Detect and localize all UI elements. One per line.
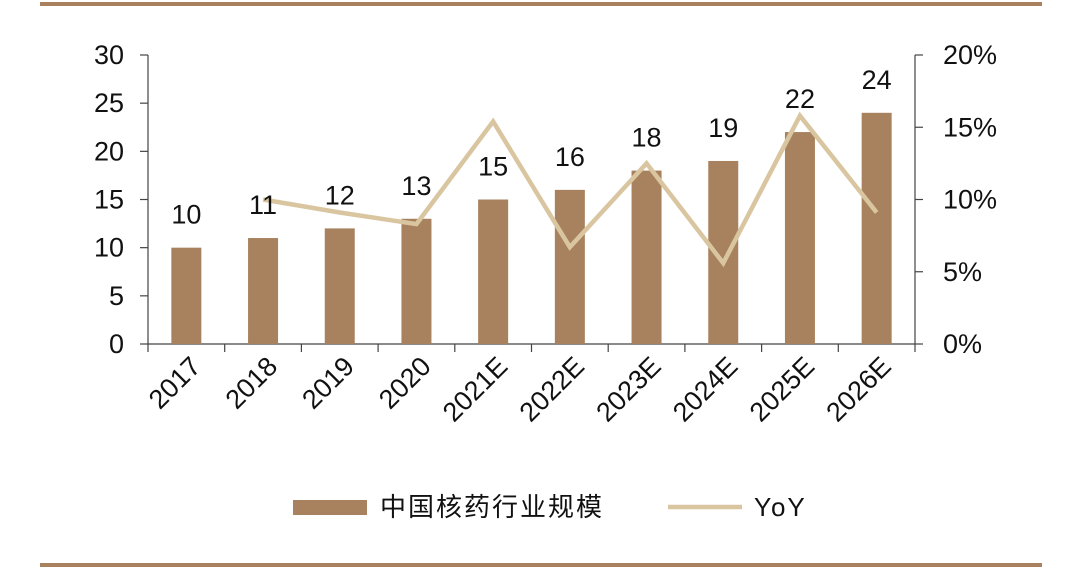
bar xyxy=(861,112,892,344)
bar-data-label: 11 xyxy=(249,190,277,220)
left-y-tick-label: 0 xyxy=(109,329,124,359)
bar xyxy=(478,199,509,344)
x-tick-label: 2025E xyxy=(744,351,820,427)
bar xyxy=(784,132,815,344)
bar xyxy=(554,189,585,344)
x-tick-label: 2019 xyxy=(296,351,360,415)
right-y-tick-label: 15% xyxy=(943,112,997,142)
left-y-tick-label: 15 xyxy=(94,185,124,215)
legend-swatch-bar xyxy=(293,500,367,515)
bar xyxy=(171,247,202,344)
yoy-line-layer xyxy=(262,111,879,268)
x-tick-label: 2024E xyxy=(667,351,743,427)
x-tick-label: 2018 xyxy=(220,351,284,415)
data-labels: 10 11 12 13 15 16 18 19 22 24 xyxy=(171,65,891,230)
bar-data-label: 16 xyxy=(555,142,585,172)
bar-data-label: 19 xyxy=(708,113,738,143)
bar-data-label: 22 xyxy=(785,84,815,114)
bars xyxy=(171,112,892,344)
bar-data-label: 13 xyxy=(401,171,431,201)
legend-label-line: YoY xyxy=(754,492,807,522)
bar xyxy=(248,238,279,344)
x-tick-label: 2023E xyxy=(590,351,666,427)
bar xyxy=(324,228,355,344)
x-tick-label: 2021E xyxy=(437,351,513,427)
bar-data-label: 24 xyxy=(862,65,892,95)
right-y-tick-label: 10% xyxy=(943,185,997,215)
left-y-tick-label: 30 xyxy=(94,40,124,70)
bar-data-label: 10 xyxy=(171,200,201,230)
left-y-tick-label: 25 xyxy=(94,88,124,118)
left-y-tick-label: 5 xyxy=(109,281,124,311)
x-tick-label: 2020 xyxy=(373,351,437,415)
bar-data-label: 12 xyxy=(325,180,355,210)
x-tick-label: 2022E xyxy=(514,351,590,427)
right-y-tick-label: 5% xyxy=(943,257,982,287)
bar-data-label: 18 xyxy=(632,123,662,153)
left-y-tick-label: 10 xyxy=(94,233,124,263)
bar-data-label: 15 xyxy=(478,152,508,182)
bar xyxy=(401,218,432,344)
right-y-tick-label: 20% xyxy=(943,40,997,70)
top-rule xyxy=(40,2,1042,6)
x-tick-label: 2017 xyxy=(143,351,207,415)
bottom-rule xyxy=(40,563,1042,567)
left-y-tick-label: 20 xyxy=(94,136,124,166)
legend: 中国核药行业规模 YoY xyxy=(293,492,807,522)
x-tick-label: 2026E xyxy=(820,351,896,427)
right-y-tick-label: 0% xyxy=(943,329,982,359)
bar xyxy=(631,170,662,344)
legend-label-bar: 中国核药行业规模 xyxy=(380,492,604,522)
